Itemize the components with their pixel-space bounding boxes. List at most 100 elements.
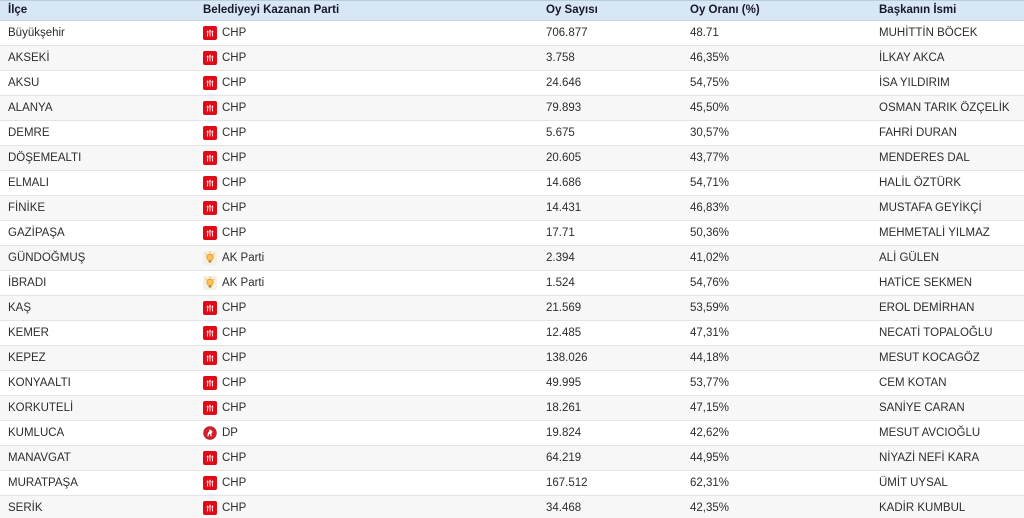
- votes-cell: 49.995: [538, 370, 682, 396]
- district-cell: MURATPAŞA: [0, 470, 195, 496]
- party-label: CHP: [222, 127, 247, 139]
- pct-cell: 47,31%: [682, 320, 871, 346]
- column-header-mayor: Başkanın İsmi: [871, 0, 1024, 21]
- table-row: ELMALI CHP 14.686 54,71% HALİL ÖZTÜRK: [0, 170, 1024, 196]
- mayor-cell: MESUT KOCAGÖZ: [871, 345, 1024, 371]
- pct-cell: 44,95%: [682, 445, 871, 471]
- district-cell: ELMALI: [0, 170, 195, 196]
- votes-cell: 20.605: [538, 145, 682, 171]
- district-cell: FİNİKE: [0, 195, 195, 221]
- chp-logo-icon-slot: [203, 176, 217, 190]
- chp-logo-icon-slot: [203, 226, 217, 240]
- chp-logo-icon: [203, 451, 217, 465]
- party-cell: CHP: [195, 195, 538, 221]
- district-cell: KEPEZ: [0, 345, 195, 371]
- chp-logo-icon: [203, 401, 217, 415]
- party-cell: CHP: [195, 120, 538, 146]
- mayor-cell: MENDERES DAL: [871, 145, 1024, 171]
- votes-cell: 18.261: [538, 395, 682, 421]
- chp-logo-icon-slot: [203, 501, 217, 515]
- chp-logo-icon: [203, 201, 217, 215]
- party-label: CHP: [222, 477, 247, 489]
- votes-cell: 3.758: [538, 45, 682, 71]
- pct-cell: 46,35%: [682, 45, 871, 71]
- chp-logo-icon-slot: [203, 126, 217, 140]
- chp-logo-icon-slot: [203, 51, 217, 65]
- mayor-cell: ÜMİT UYSAL: [871, 470, 1024, 496]
- party-cell: CHP: [195, 20, 538, 46]
- mayor-cell: KADİR KUMBUL: [871, 495, 1024, 518]
- mayor-cell: SANİYE CARAN: [871, 395, 1024, 421]
- party-cell: CHP: [195, 370, 538, 396]
- party-cell: CHP: [195, 95, 538, 121]
- pct-cell: 47,15%: [682, 395, 871, 421]
- votes-cell: 79.893: [538, 95, 682, 121]
- party-label: CHP: [222, 502, 247, 514]
- table-body: Büyükşehir CHP 706.877 48.71 MUHİTTİN BÖ…: [0, 20, 1024, 518]
- party-cell: CHP: [195, 45, 538, 71]
- mayor-cell: NECATİ TOPALOĞLU: [871, 320, 1024, 346]
- table-row: KONYAALTI CHP 49.995 53,77% CEM KOTAN: [0, 370, 1024, 396]
- table-row: DEMRE CHP 5.675 30,57% FAHRİ DURAN: [0, 120, 1024, 146]
- chp-logo-icon: [203, 26, 217, 40]
- pct-cell: 48.71: [682, 20, 871, 46]
- party-label: CHP: [222, 202, 247, 214]
- pct-cell: 43,77%: [682, 145, 871, 171]
- chp-logo-icon-slot: [203, 451, 217, 465]
- chp-logo-icon: [203, 376, 217, 390]
- chp-logo-icon: [203, 101, 217, 115]
- akp-logo-icon: [203, 276, 217, 290]
- party-label: DP: [222, 427, 238, 439]
- mayor-cell: NİYAZİ NEFİ KARA: [871, 445, 1024, 471]
- party-label: CHP: [222, 327, 247, 339]
- chp-logo-icon-slot: [203, 351, 217, 365]
- district-cell: AKSEKİ: [0, 45, 195, 71]
- party-label: AK Parti: [222, 252, 265, 264]
- table-row: FİNİKE CHP 14.431 46,83% MUSTAFA GEYİKÇİ: [0, 195, 1024, 221]
- table-row: DÖŞEMEALTI CHP 20.605 43,77% MENDERES DA…: [0, 145, 1024, 171]
- akp-logo-icon-slot: [203, 276, 217, 290]
- pct-cell: 41,02%: [682, 245, 871, 271]
- votes-cell: 64.219: [538, 445, 682, 471]
- chp-logo-icon-slot: [203, 301, 217, 315]
- table-row: KORKUTELİ CHP 18.261 47,15% SANİYE CARAN: [0, 395, 1024, 421]
- votes-cell: 24.646: [538, 70, 682, 96]
- party-cell: CHP: [195, 445, 538, 471]
- pct-cell: 42,35%: [682, 495, 871, 518]
- chp-logo-icon: [203, 51, 217, 65]
- table-row: GÜNDOĞMUŞ AK Parti 2.394 41,02% ALİ GÜLE…: [0, 245, 1024, 271]
- pct-cell: 45,50%: [682, 95, 871, 121]
- party-label: CHP: [222, 102, 247, 114]
- mayor-cell: MUHİTTİN BÖCEK: [871, 20, 1024, 46]
- mayor-cell: HATİCE SEKMEN: [871, 270, 1024, 296]
- party-label: AK Parti: [222, 277, 265, 289]
- district-cell: GÜNDOĞMUŞ: [0, 245, 195, 271]
- party-cell: CHP: [195, 395, 538, 421]
- table-row: KUMLUCA DP 19.824 42,62% MESUT AVCIOĞLU: [0, 420, 1024, 446]
- votes-cell: 34.468: [538, 495, 682, 518]
- table-row: GAZİPAŞA CHP 17.71 50,36% MEHMETALİ YILM…: [0, 220, 1024, 246]
- party-label: CHP: [222, 377, 247, 389]
- party-label: CHP: [222, 27, 247, 39]
- votes-cell: 14.686: [538, 170, 682, 196]
- mayor-cell: OSMAN TARIK ÖZÇELİK: [871, 95, 1024, 121]
- votes-cell: 19.824: [538, 420, 682, 446]
- district-cell: KAŞ: [0, 295, 195, 321]
- table-row: AKSEKİ CHP 3.758 46,35% İLKAY AKCA: [0, 45, 1024, 71]
- chp-logo-icon-slot: [203, 151, 217, 165]
- chp-logo-icon: [203, 151, 217, 165]
- district-cell: GAZİPAŞA: [0, 220, 195, 246]
- chp-logo-icon-slot: [203, 26, 217, 40]
- table-row: İBRADI AK Parti 1.524 54,76% HATİCE SEKM…: [0, 270, 1024, 296]
- chp-logo-icon-slot: [203, 201, 217, 215]
- votes-cell: 2.394: [538, 245, 682, 271]
- party-cell: CHP: [195, 170, 538, 196]
- chp-logo-icon: [203, 126, 217, 140]
- party-label: CHP: [222, 452, 247, 464]
- district-cell: DÖŞEMEALTI: [0, 145, 195, 171]
- party-cell: DP: [195, 420, 538, 446]
- mayor-cell: HALİL ÖZTÜRK: [871, 170, 1024, 196]
- party-label: CHP: [222, 227, 247, 239]
- district-cell: Büyükşehir: [0, 20, 195, 46]
- akp-logo-icon: [203, 251, 217, 265]
